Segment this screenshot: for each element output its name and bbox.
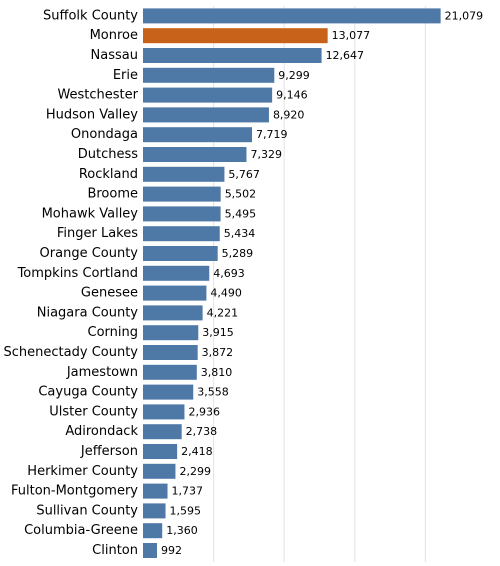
bar: [143, 543, 158, 558]
value-label: 4,693: [213, 267, 245, 280]
category-label: Schenectady County: [4, 345, 139, 360]
value-label: 4,490: [210, 287, 242, 300]
bar: [143, 48, 322, 63]
category-label: Dutchess: [78, 147, 139, 162]
bar: [143, 67, 275, 83]
category-label: Mohawk Valley: [42, 206, 139, 221]
bar: [143, 345, 198, 360]
grid-lines: [213, 6, 426, 562]
bar: [143, 325, 199, 341]
value-label: 21,079: [445, 9, 484, 22]
bar: [143, 246, 218, 261]
bar: [143, 265, 210, 281]
category-label: Nassau: [91, 48, 138, 63]
bar: [143, 206, 221, 222]
category-label: Corning: [88, 325, 139, 340]
value-label: 12,647: [326, 49, 365, 62]
category-label: Columbia-Greene: [24, 523, 138, 538]
bar: [143, 28, 328, 44]
value-label: 3,558: [197, 386, 229, 399]
value-label: 4,221: [207, 306, 239, 319]
bar: [143, 166, 225, 182]
category-label: Clinton: [92, 543, 138, 558]
value-label: 8,920: [273, 108, 305, 121]
value-label: 7,329: [250, 148, 282, 161]
bar: [143, 483, 168, 499]
value-labels: 21,079 13,077 12,647 9,299 9,146 8,920 7,719 7,…: [161, 9, 483, 557]
bar: [143, 424, 182, 440]
value-label: 5,289: [222, 247, 254, 260]
bars-group: [143, 8, 441, 558]
value-label: 5,495: [225, 207, 257, 220]
value-label: 1,595: [170, 504, 202, 517]
category-label: Herkimer County: [27, 464, 138, 479]
value-label: 5,502: [225, 188, 257, 201]
value-label: 2,299: [179, 465, 211, 478]
bar: [143, 384, 194, 400]
category-label: Monroe: [90, 28, 138, 43]
category-label: Adirondack: [65, 424, 138, 439]
category-label: Genesee: [81, 286, 138, 301]
bar: [143, 364, 197, 380]
bar: [143, 8, 441, 24]
category-label: Jamestown: [66, 365, 138, 380]
value-label: 13,077: [332, 29, 371, 42]
bar: [143, 404, 185, 420]
category-label: Suffolk County: [43, 8, 138, 23]
category-label: Fulton-Montgomery: [11, 484, 138, 499]
value-label: 5,434: [224, 227, 256, 240]
category-label: Broome: [87, 187, 138, 202]
bar: [143, 463, 176, 479]
category-labels: Suffolk County Monroe Nassau Erie Westcheste…: [4, 8, 139, 558]
value-label: 2,418: [181, 445, 213, 458]
category-label: Onondaga: [71, 127, 138, 142]
category-label: Orange County: [40, 246, 139, 261]
value-label: 1,737: [172, 485, 204, 498]
category-label: Niagara County: [37, 305, 139, 320]
value-label: 3,810: [201, 366, 233, 379]
bar: [143, 87, 273, 103]
value-label: 5,767: [228, 168, 260, 181]
category-label: Westchester: [57, 88, 138, 103]
value-label: 1,360: [166, 524, 198, 537]
value-label: 3,915: [202, 326, 234, 339]
category-label: Ulster County: [49, 404, 138, 419]
bar: [143, 186, 221, 202]
category-label: Jefferson: [80, 444, 138, 459]
bar: [143, 147, 247, 162]
bar: [143, 305, 203, 321]
bar: [143, 444, 178, 459]
bar: [143, 285, 207, 301]
bar: [143, 107, 269, 123]
bar: [143, 226, 220, 242]
value-label: 7,719: [256, 128, 288, 141]
category-label: Cayuga County: [38, 385, 138, 400]
value-label: 2,738: [186, 425, 218, 438]
category-label: Rockland: [79, 167, 138, 182]
value-label: 3,872: [202, 346, 234, 359]
category-label: Sullivan County: [36, 503, 138, 518]
value-label: 9,146: [276, 89, 308, 102]
bar: [143, 127, 252, 143]
value-label: 2,936: [188, 405, 220, 418]
category-label: Finger Lakes: [57, 226, 138, 241]
category-label: Hudson Valley: [46, 107, 138, 122]
bar: [143, 503, 166, 519]
value-label: 9,299: [278, 69, 310, 82]
value-label: 992: [161, 544, 182, 557]
bar: [143, 523, 163, 539]
category-label: Erie: [113, 68, 138, 83]
category-label: Tompkins Cortland: [17, 266, 138, 281]
